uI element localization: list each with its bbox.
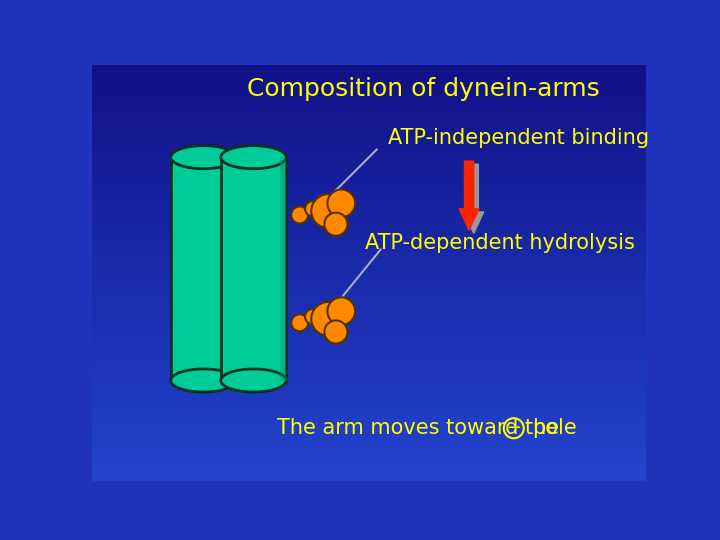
Text: −: − bbox=[506, 419, 521, 437]
Text: The arm moves toward the: The arm moves toward the bbox=[276, 418, 559, 438]
Bar bbox=[92, 111, 647, 119]
Bar bbox=[92, 72, 647, 80]
Bar bbox=[92, 365, 647, 373]
Bar bbox=[92, 180, 647, 188]
Circle shape bbox=[311, 302, 345, 336]
Text: ATP-dependent hydrolysis: ATP-dependent hydrolysis bbox=[365, 233, 635, 253]
Bar bbox=[92, 195, 647, 204]
Bar bbox=[92, 265, 647, 273]
Text: pole: pole bbox=[532, 418, 577, 438]
Text: Composition of dynein-arms: Composition of dynein-arms bbox=[246, 77, 599, 102]
Bar bbox=[92, 465, 647, 473]
Bar bbox=[92, 388, 647, 396]
Bar bbox=[92, 319, 647, 327]
Bar bbox=[92, 219, 647, 226]
Bar bbox=[171, 157, 236, 381]
Bar bbox=[92, 211, 647, 219]
Bar bbox=[92, 434, 647, 442]
Bar bbox=[92, 280, 647, 288]
Bar bbox=[92, 457, 647, 465]
Bar bbox=[92, 311, 647, 319]
Ellipse shape bbox=[171, 369, 236, 392]
Text: ATP-independent binding: ATP-independent binding bbox=[388, 128, 649, 148]
Bar bbox=[280, 157, 287, 381]
Bar bbox=[92, 450, 647, 457]
Bar bbox=[92, 80, 647, 88]
Circle shape bbox=[328, 298, 355, 325]
Bar bbox=[92, 119, 647, 126]
Bar bbox=[92, 334, 647, 342]
Bar bbox=[92, 165, 647, 173]
Bar bbox=[92, 134, 647, 142]
FancyArrow shape bbox=[464, 164, 484, 233]
Bar bbox=[92, 273, 647, 280]
Bar bbox=[92, 257, 647, 265]
Bar bbox=[92, 157, 647, 165]
Bar bbox=[92, 150, 647, 157]
Bar bbox=[230, 157, 236, 381]
Bar bbox=[92, 327, 647, 334]
Ellipse shape bbox=[221, 146, 287, 168]
Bar bbox=[92, 303, 647, 311]
Bar bbox=[92, 65, 647, 72]
Circle shape bbox=[328, 190, 355, 217]
Bar bbox=[92, 96, 647, 103]
Bar bbox=[92, 403, 647, 411]
Bar bbox=[92, 226, 647, 234]
Circle shape bbox=[291, 314, 308, 331]
Bar bbox=[92, 427, 647, 434]
Bar bbox=[92, 188, 647, 195]
Bar bbox=[92, 442, 647, 450]
Bar bbox=[92, 342, 647, 350]
Bar bbox=[92, 103, 647, 111]
Bar bbox=[92, 357, 647, 365]
Ellipse shape bbox=[171, 146, 236, 168]
Bar bbox=[92, 411, 647, 419]
Circle shape bbox=[305, 309, 320, 325]
Bar bbox=[92, 350, 647, 357]
Bar bbox=[92, 288, 647, 296]
Bar bbox=[92, 381, 647, 388]
Bar bbox=[221, 157, 287, 381]
Circle shape bbox=[291, 206, 308, 224]
Bar bbox=[92, 296, 647, 303]
Bar bbox=[92, 242, 647, 249]
Bar bbox=[92, 249, 647, 257]
Bar bbox=[92, 473, 647, 481]
Bar bbox=[92, 234, 647, 242]
Bar bbox=[92, 142, 647, 150]
Bar bbox=[92, 373, 647, 381]
Circle shape bbox=[305, 201, 320, 217]
Circle shape bbox=[311, 194, 345, 228]
Circle shape bbox=[324, 320, 348, 343]
Circle shape bbox=[324, 213, 348, 236]
Bar bbox=[92, 173, 647, 180]
FancyArrow shape bbox=[459, 161, 479, 231]
Ellipse shape bbox=[221, 369, 287, 392]
Bar bbox=[92, 204, 647, 211]
Bar bbox=[92, 419, 647, 427]
Bar bbox=[92, 396, 647, 403]
Bar bbox=[92, 88, 647, 96]
Bar bbox=[92, 126, 647, 134]
